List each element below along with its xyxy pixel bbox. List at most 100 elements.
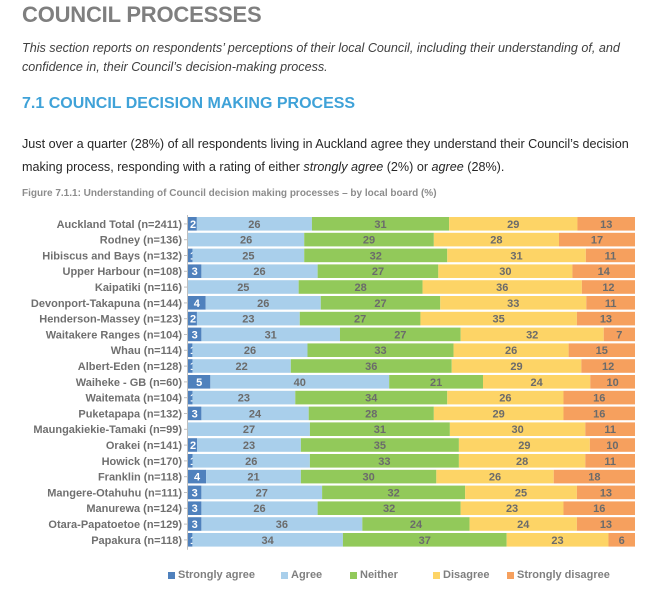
bar-segment: [201, 517, 363, 531]
data-label: 37: [419, 535, 431, 547]
data-label: 24: [517, 519, 530, 531]
data-label: 16: [593, 393, 605, 405]
data-label: 17: [591, 235, 603, 247]
data-label: 29: [518, 440, 530, 452]
intro-text: This section reports on respondents’ per…: [22, 41, 620, 74]
data-label: 23: [551, 535, 563, 547]
legend-label: Disagree: [443, 569, 490, 581]
category-label: Franklin (n=118): [98, 472, 182, 484]
bar-segment: [188, 280, 299, 294]
bar-segment: [440, 296, 587, 310]
bar-segment: [307, 343, 454, 357]
summary-emphasis-agree: agree: [431, 160, 464, 174]
bar-segment: [192, 343, 308, 357]
bar-segment: [420, 311, 577, 326]
data-label: 27: [243, 424, 255, 436]
data-label: 31: [510, 250, 522, 262]
legend-swatch: [168, 571, 175, 579]
bar-segment: [447, 248, 586, 263]
summary-text: Just over a quarter (28%) of all respond…: [22, 137, 629, 174]
data-label: 27: [256, 487, 268, 499]
bar-segment: [389, 375, 484, 389]
data-label: 27: [372, 266, 384, 278]
legend-swatch: [507, 571, 514, 579]
category-label: Orakei (n=141): [106, 440, 182, 452]
bar-segment: [188, 296, 206, 310]
data-label: 21: [430, 377, 442, 389]
bar-segment: [449, 217, 578, 231]
bar-segment: [201, 264, 318, 278]
bar-segment: [576, 485, 635, 500]
data-label: 2: [190, 219, 196, 231]
data-label: 29: [507, 219, 519, 231]
data-label: 26: [505, 345, 517, 357]
bar-segment: [188, 454, 193, 468]
data-label: 27: [394, 329, 406, 341]
bar-segment: [201, 501, 318, 515]
bar-segment: [201, 485, 323, 500]
bar-segment: [559, 232, 635, 247]
legend-swatch: [433, 571, 440, 579]
data-label: 28: [354, 282, 366, 294]
summary-text: (2%) or: [383, 160, 432, 174]
bar-segment: [188, 390, 193, 405]
data-label: 2: [190, 314, 196, 326]
data-label: 13: [600, 487, 612, 499]
bar-segment: [304, 232, 434, 247]
bar-segment: [188, 232, 305, 247]
bar-segment: [483, 375, 591, 389]
category-label: Waitakere Ranges (n=104): [46, 329, 183, 341]
data-label: 13: [600, 314, 612, 326]
data-label: 26: [240, 235, 252, 247]
bar-segment: [603, 327, 635, 342]
bar-segment: [188, 311, 197, 326]
data-label: 5: [196, 377, 202, 389]
data-label: 11: [604, 424, 616, 436]
data-label: 26: [244, 345, 256, 357]
data-label: 23: [242, 314, 254, 326]
bar-segment: [322, 485, 466, 500]
data-label: 26: [253, 503, 265, 515]
category-label: Maungakiekie-Tamaki (n=99): [33, 424, 182, 436]
category-label: Hibiscus and Bays (n=132): [42, 250, 182, 262]
category-label: Waiheke - GB (n=60): [76, 377, 183, 389]
bar-segment: [436, 469, 554, 484]
bar-segment: [460, 327, 604, 342]
data-label: 3: [192, 503, 198, 515]
data-label: 31: [374, 424, 386, 436]
bar-segment: [576, 311, 635, 326]
data-label: 28: [516, 456, 528, 468]
data-label: 31: [374, 219, 386, 231]
data-label: 26: [489, 472, 501, 484]
page-heading: COUNCIL PROCESSES: [22, 2, 262, 27]
data-label: 40: [294, 377, 306, 389]
data-label: 31: [265, 329, 277, 341]
category-label: Howick (n=170): [102, 456, 183, 468]
category-label: Henderson-Massey (n=123): [39, 314, 182, 326]
bar-segment: [201, 327, 340, 342]
data-label: 32: [526, 329, 538, 341]
data-label: 36: [496, 282, 508, 294]
data-label: 13: [600, 219, 612, 231]
bar-segment: [608, 533, 635, 547]
data-label: 23: [506, 503, 518, 515]
data-label: 25: [242, 250, 254, 262]
data-label: 30: [499, 266, 511, 278]
data-label: 25: [237, 282, 249, 294]
summary-emphasis-strongly-agree: strongly agree: [303, 160, 384, 174]
data-label: 30: [362, 472, 374, 484]
category-label: Kaipatiki (n=116): [95, 282, 182, 294]
legend-swatch: [281, 571, 288, 579]
bar-segment: [506, 533, 609, 547]
legend-label: Agree: [291, 569, 323, 581]
data-label: 33: [507, 298, 519, 310]
data-label: 33: [378, 456, 390, 468]
data-label: 23: [243, 440, 255, 452]
legend-item: Disagree: [433, 569, 489, 581]
bar-segment: [342, 533, 507, 547]
data-label: 10: [607, 377, 619, 389]
bar-segment: [460, 501, 564, 515]
bar-segment: [206, 469, 301, 484]
bar-segment: [188, 248, 193, 263]
